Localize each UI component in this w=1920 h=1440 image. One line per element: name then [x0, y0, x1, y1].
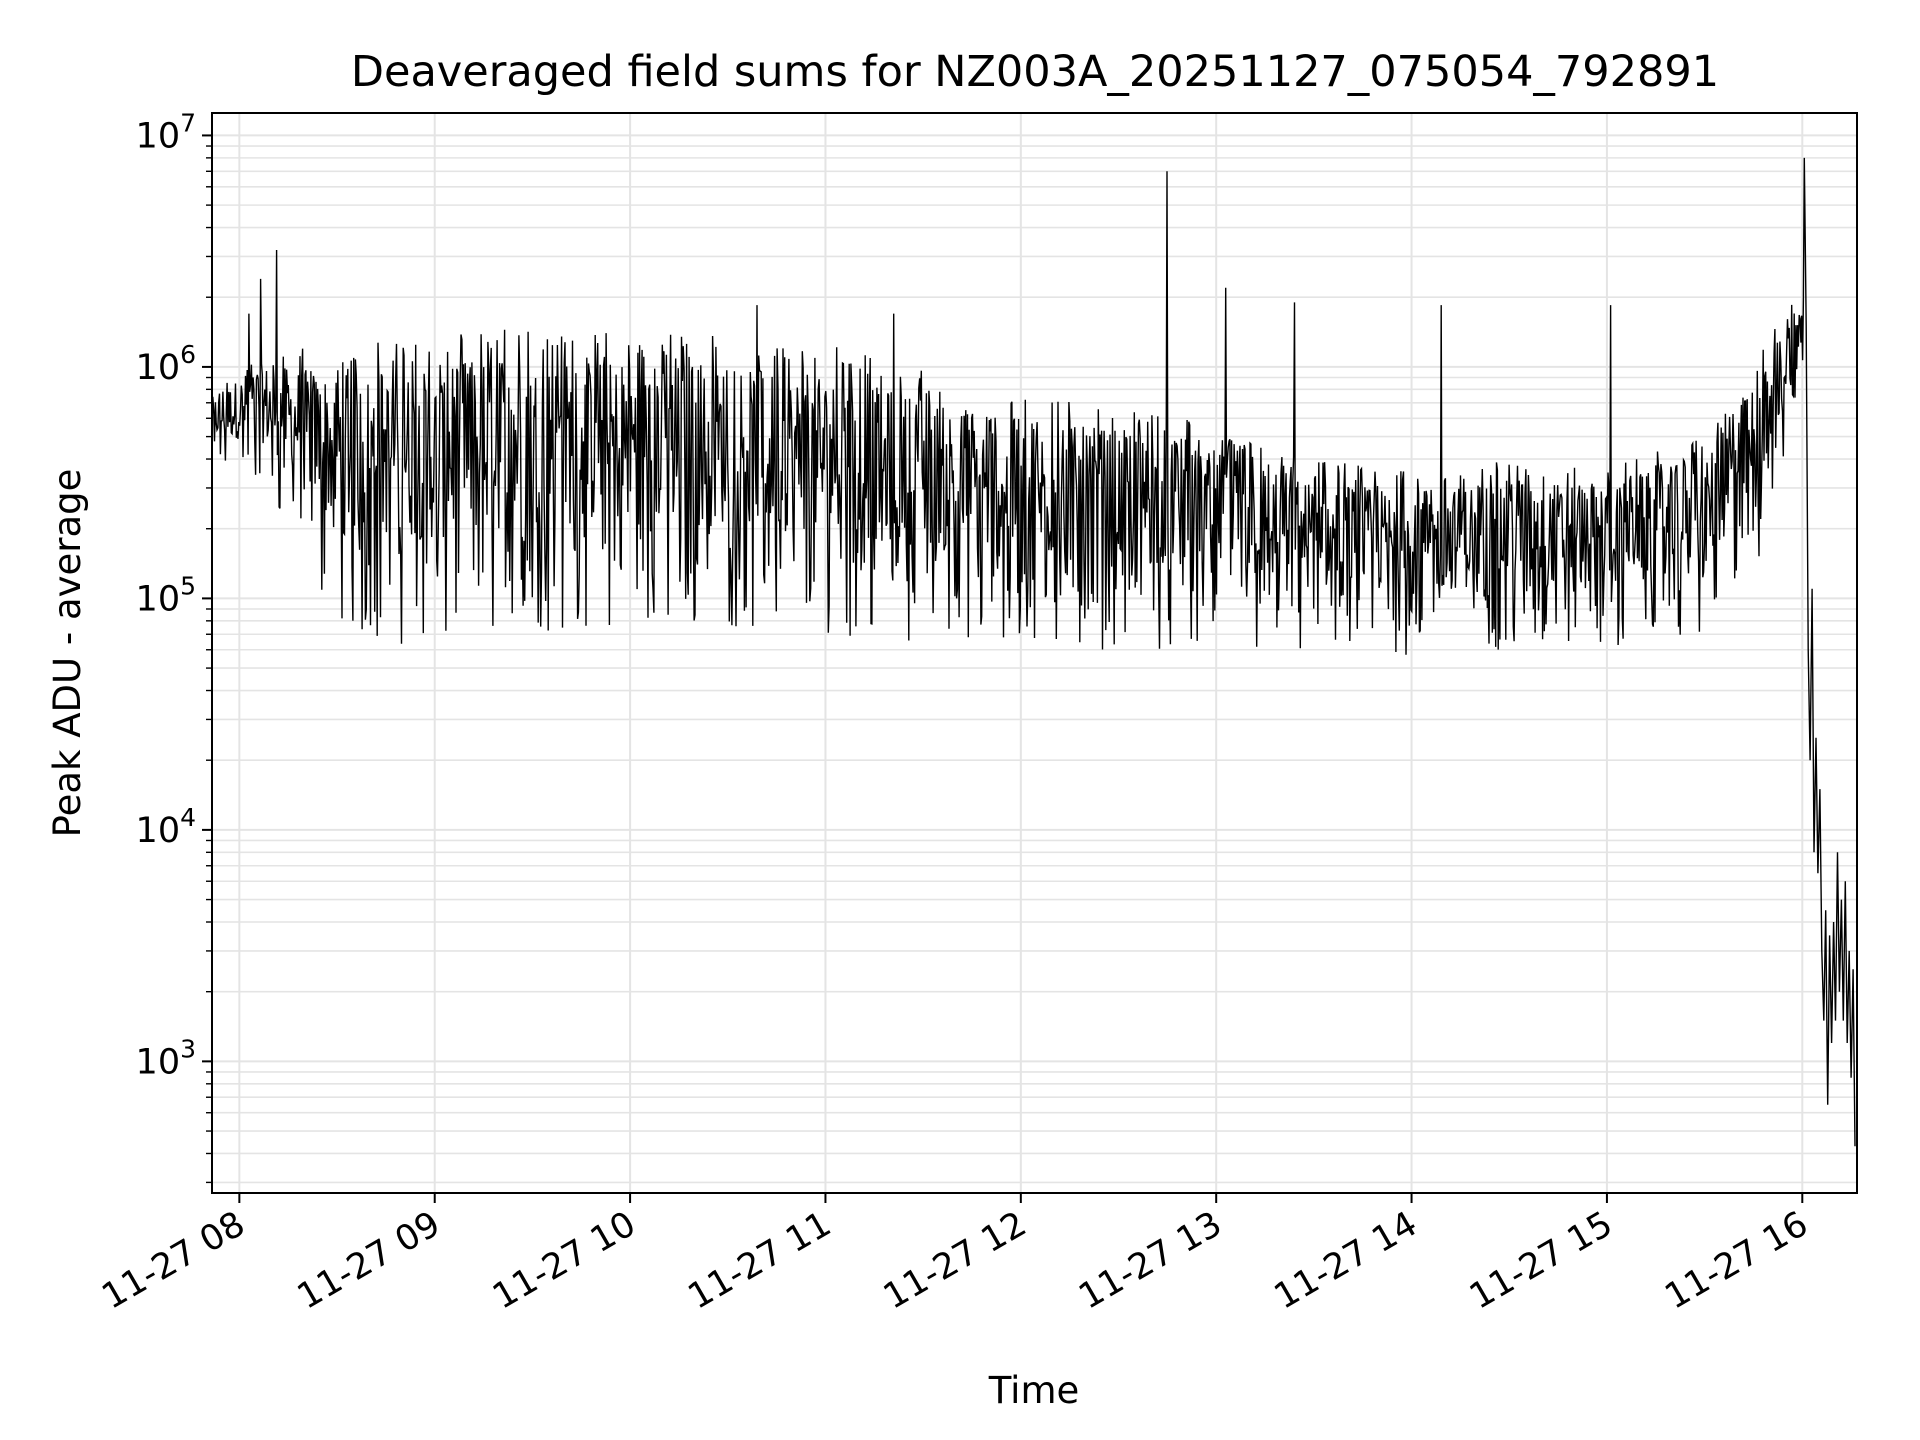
- y-axis: 103 104 105 106 107: [136, 108, 212, 1184]
- y-tick-label: 103: [136, 1034, 196, 1082]
- y-tick-label: 107: [136, 108, 196, 156]
- y-tick-label: 104: [136, 803, 196, 851]
- y-axis-label: Peak ADU - average: [46, 469, 89, 838]
- axes-frame: [211, 112, 1858, 1194]
- chart-title: Deaveraged field sums for NZ003A_2025112…: [351, 47, 1719, 97]
- data-series-line: [211, 157, 1856, 1147]
- series-layer: [211, 157, 1856, 1147]
- x-axis-label: Time: [988, 1369, 1080, 1412]
- y-tick-label: 106: [136, 340, 196, 388]
- y-tick-label: 105: [136, 571, 196, 619]
- grid: [212, 113, 1857, 1193]
